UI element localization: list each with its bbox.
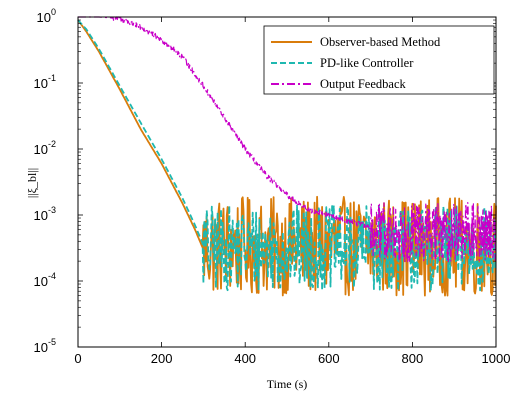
y-tick-label: 10-4 — [34, 271, 56, 289]
x-tick-labels: 0 200 400 600 800 1000 — [74, 351, 510, 366]
plot-lines — [77, 16, 497, 297]
plot-area-frame — [77, 16, 497, 348]
x-tick-label: 600 — [318, 351, 340, 366]
legend-box — [263, 25, 495, 95]
axis-ticks — [77, 16, 497, 348]
x-tick-label: 800 — [402, 351, 424, 366]
y-axis-label: ||ξ_bl|| — [25, 168, 39, 198]
x-tick-label: 0 — [74, 351, 81, 366]
y-tick-label: 10-3 — [34, 205, 56, 223]
y-tick-labels: 100 10-1 10-2 10-3 10-4 10-5 — [34, 7, 56, 355]
legend: Observer-based Method PD-like Controller O… — [263, 25, 495, 95]
x-tick-label: 1000 — [482, 351, 511, 366]
legend-label-3: Output Feedback — [320, 77, 406, 91]
legend-label-1: Observer-based Method — [320, 35, 441, 49]
y-tick-label: 10-1 — [34, 73, 56, 91]
y-tick-label: 100 — [37, 7, 56, 25]
x-axis-label: Time (s) — [267, 377, 308, 391]
legend-label-2: PD-like Controller — [320, 56, 414, 70]
y-tick-label: 10-2 — [34, 139, 56, 157]
x-tick-label: 200 — [151, 351, 173, 366]
x-tick-label: 400 — [234, 351, 256, 366]
series-line-pd-like-controller — [77, 19, 497, 292]
series-line-output-feedback — [77, 16, 497, 263]
y-tick-label: 10-5 — [34, 337, 56, 355]
